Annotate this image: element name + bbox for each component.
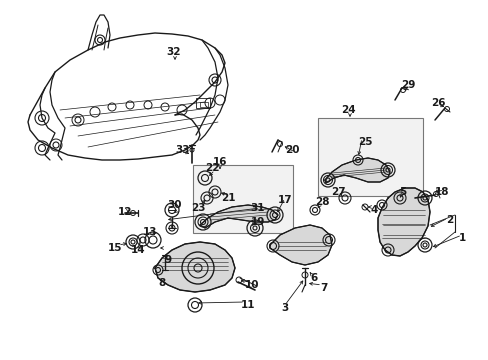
Text: 14: 14 [130, 245, 145, 255]
Bar [200, 102, 207, 107]
Bar [317, 118, 422, 196]
Text: 27: 27 [330, 187, 345, 197]
Polygon shape [325, 158, 389, 183]
Text: 30: 30 [167, 200, 182, 210]
Text: 9: 9 [164, 255, 171, 265]
Text: 16: 16 [212, 157, 227, 167]
Text: 6: 6 [310, 273, 317, 283]
Text: 29: 29 [400, 80, 414, 90]
Text: 22: 22 [204, 163, 219, 173]
Bar [196, 98, 209, 108]
Text: 2: 2 [446, 215, 453, 225]
Polygon shape [200, 205, 278, 228]
Text: 12: 12 [118, 207, 132, 217]
Text: 32: 32 [166, 47, 181, 57]
Text: 26: 26 [430, 98, 445, 108]
Text: 13: 13 [142, 227, 157, 237]
Text: 3: 3 [281, 303, 288, 313]
Text: 23: 23 [190, 203, 205, 213]
Text: 10: 10 [244, 280, 259, 290]
Text: 18: 18 [434, 187, 448, 197]
Text: 25: 25 [357, 137, 371, 147]
Text: 24: 24 [340, 105, 355, 115]
Text: 7: 7 [320, 283, 327, 293]
Text: 11: 11 [240, 300, 255, 310]
Text: 28: 28 [314, 197, 328, 207]
Text: 17: 17 [277, 195, 292, 205]
Text: 8: 8 [158, 278, 165, 288]
Text: 31: 31 [250, 203, 264, 213]
Text: 15: 15 [107, 243, 122, 253]
Text: 21: 21 [220, 193, 235, 203]
Polygon shape [377, 188, 429, 256]
Bar [193, 165, 292, 233]
Text: 1: 1 [457, 233, 465, 243]
Polygon shape [155, 242, 235, 292]
Text: 5: 5 [399, 187, 406, 197]
Text: 19: 19 [250, 217, 264, 227]
Text: 33: 33 [175, 145, 190, 155]
Text: 20: 20 [284, 145, 299, 155]
Polygon shape [269, 225, 331, 265]
Text: 4: 4 [369, 205, 377, 215]
